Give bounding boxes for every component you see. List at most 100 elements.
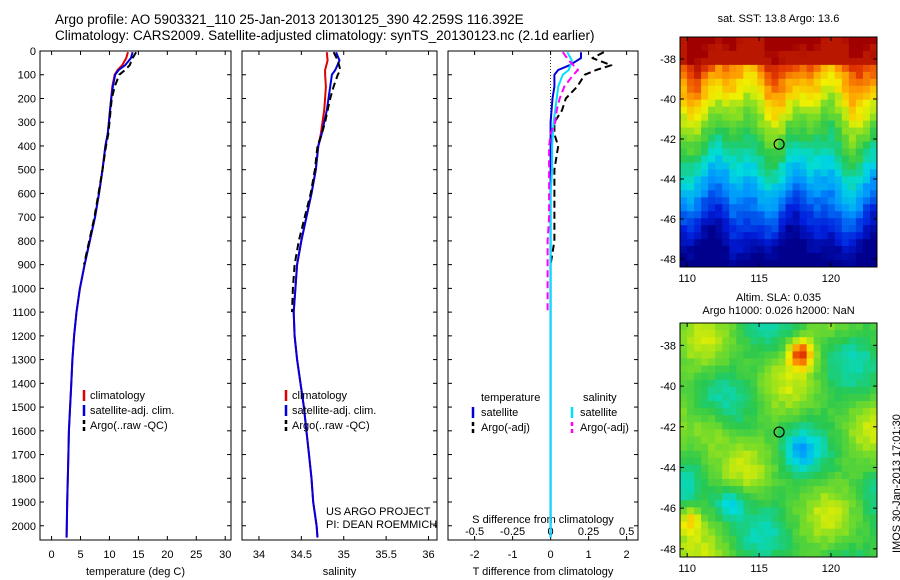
map-cell <box>834 92 843 101</box>
map-cell <box>743 183 751 191</box>
map-cell <box>862 486 871 494</box>
legend-label: satellite <box>481 407 518 419</box>
map-cell <box>806 500 815 508</box>
map-cell <box>848 379 857 388</box>
map-cell <box>764 253 773 261</box>
map-cell <box>848 507 857 516</box>
map-cell <box>834 344 843 352</box>
map-cell <box>722 429 730 438</box>
map-cell <box>694 141 702 150</box>
map-cell <box>757 246 766 254</box>
map-cell <box>771 493 780 501</box>
map-cell <box>820 521 829 530</box>
map-cell <box>841 190 850 198</box>
map-cell <box>855 323 864 331</box>
map-cell <box>743 486 751 494</box>
map-cell <box>848 358 857 367</box>
map-cell <box>799 358 808 367</box>
map-cell <box>848 514 857 523</box>
map-cell <box>736 155 744 164</box>
map-cell <box>813 344 822 352</box>
map-cell <box>834 507 843 516</box>
map-cell <box>750 401 758 409</box>
map-cell <box>736 141 744 150</box>
map-cell <box>701 528 709 537</box>
map-cell <box>729 542 737 551</box>
map-cell <box>764 330 773 338</box>
map-cell <box>729 408 737 416</box>
map-cell <box>841 127 850 136</box>
map-cell <box>736 211 744 219</box>
map-cell <box>757 493 766 501</box>
map-cell <box>848 351 857 360</box>
map-cell <box>820 57 829 66</box>
map-cell <box>834 43 843 52</box>
map-cell <box>764 408 773 416</box>
map-cell <box>785 372 794 381</box>
map-cell <box>785 514 794 523</box>
map-cell <box>743 443 751 452</box>
map-cell <box>680 422 688 430</box>
map-cell <box>799 464 808 473</box>
map-cell <box>722 457 730 466</box>
map-cell <box>701 197 709 205</box>
map-cell <box>736 50 744 59</box>
map-cell <box>708 479 716 487</box>
map-cell <box>701 148 709 157</box>
map-cell <box>764 148 773 157</box>
map-cell <box>708 155 716 164</box>
map-cell <box>792 436 801 445</box>
map-cell <box>799 337 808 345</box>
map-cell <box>792 464 801 473</box>
map-cell <box>687 344 695 352</box>
map-cell <box>841 528 850 537</box>
map-cell <box>715 450 723 459</box>
map-cell <box>736 471 744 480</box>
map-cell <box>827 372 836 381</box>
map-y-tick-label: -48 <box>660 544 676 556</box>
map-cell <box>855 176 864 184</box>
map-cell <box>694 436 702 445</box>
map-cell <box>736 386 744 395</box>
map-cell <box>708 162 716 171</box>
x-tick-label: 30 <box>219 549 231 561</box>
map-cell <box>820 169 829 177</box>
map-cell <box>694 169 702 177</box>
map-cell <box>806 443 815 452</box>
map-cell <box>834 106 843 115</box>
map-cell <box>736 323 744 331</box>
map-cell <box>855 528 864 537</box>
map-cell <box>750 344 758 352</box>
map-cell <box>701 239 709 247</box>
map-cell <box>701 514 709 523</box>
map-cell <box>736 197 744 205</box>
map-cell <box>869 246 877 254</box>
map-cell <box>827 148 836 157</box>
map-cell <box>764 239 773 247</box>
map-cell <box>869 323 877 331</box>
map-cell <box>722 183 730 191</box>
map-cell <box>799 422 808 430</box>
map-cell <box>708 507 716 516</box>
map-cell <box>806 246 815 254</box>
map-cell <box>778 386 787 395</box>
map-cell <box>785 253 794 261</box>
series-line <box>65 51 134 538</box>
map-cell <box>862 323 871 331</box>
map-cell <box>848 471 857 480</box>
map-cell <box>813 253 822 261</box>
map-cell <box>778 162 787 171</box>
map-cell <box>841 155 850 164</box>
map-cell <box>757 422 766 430</box>
map-cell <box>722 528 730 537</box>
map-cell <box>827 344 836 352</box>
map-cell <box>778 471 787 480</box>
map-cell <box>680 162 688 171</box>
map-cell <box>729 457 737 466</box>
map-cell <box>750 514 758 523</box>
map-cell <box>708 415 716 423</box>
map-cell <box>799 57 808 66</box>
map-cell <box>806 436 815 445</box>
map-cell <box>708 169 716 177</box>
map-cell <box>715 408 723 416</box>
